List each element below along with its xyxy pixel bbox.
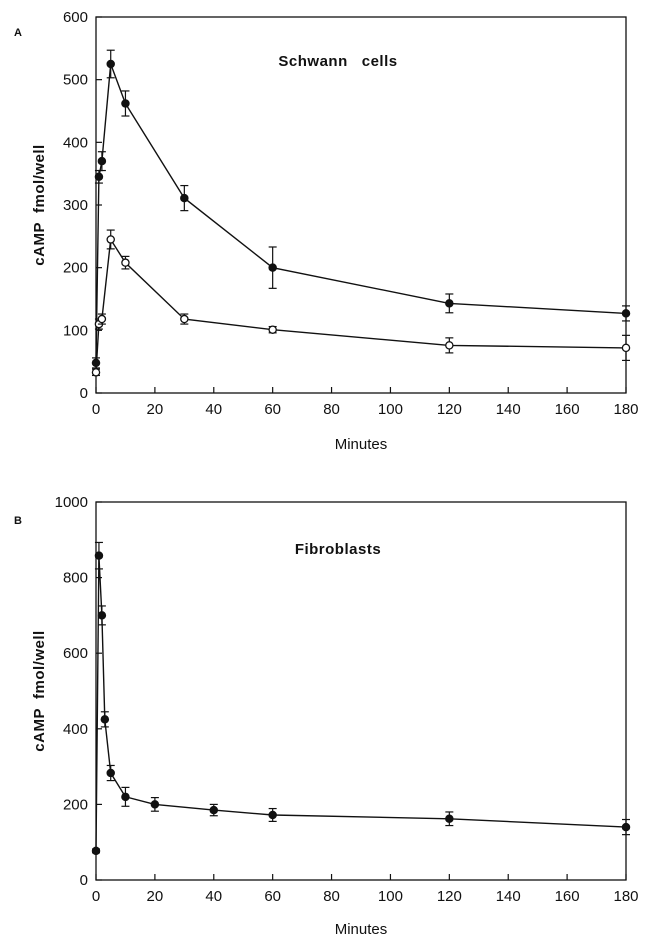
plot-frame bbox=[95, 501, 627, 881]
x-tick-label: 40 bbox=[205, 401, 222, 418]
x-tick-label: 100 bbox=[378, 401, 403, 418]
x-tick-label: 120 bbox=[437, 888, 462, 905]
x-tick-label: 160 bbox=[555, 888, 580, 905]
y-tick-label: 300 bbox=[63, 197, 88, 214]
x-axis-title: Minutes bbox=[335, 921, 388, 938]
series-line bbox=[95, 555, 627, 851]
y-tick-label: 400 bbox=[63, 721, 88, 738]
data-point bbox=[621, 309, 631, 318]
y-tick-label: 0 bbox=[80, 872, 88, 889]
data-point bbox=[94, 551, 104, 560]
x-tick-label: 120 bbox=[437, 401, 462, 418]
data-point bbox=[97, 156, 107, 166]
data-point bbox=[97, 314, 107, 324]
data-point bbox=[106, 768, 115, 778]
data-point bbox=[121, 792, 130, 802]
data-point bbox=[121, 99, 130, 108]
x-tick-label: 40 bbox=[205, 888, 222, 905]
y-axis-title: cAMP fmol/well bbox=[31, 630, 48, 751]
chart-title: Fibroblasts bbox=[295, 541, 381, 558]
x-tick-label: 180 bbox=[613, 401, 638, 418]
chart-title: Schwann cells bbox=[278, 53, 397, 70]
panel-label: A bbox=[14, 27, 22, 39]
data-point bbox=[268, 810, 277, 820]
y-axis-title: cAMP fmol/well bbox=[31, 144, 48, 265]
chart-panel-a: 0 100 200 300 400 500 600 0 20 40 60 80 100 120 140 160… bbox=[14, 9, 639, 453]
series-0 bbox=[91, 49, 631, 369]
x-tick-label: 60 bbox=[264, 401, 281, 418]
x-tick-label: 80 bbox=[323, 401, 340, 418]
x-tick-label: 20 bbox=[147, 401, 164, 418]
chart-panel-b: 0 200 400 600 800 1000 0 20 40 60 80 100 120 140 160 18… bbox=[14, 494, 639, 938]
y-tick-label: 600 bbox=[63, 9, 88, 26]
series-0 bbox=[91, 541, 631, 856]
data-point bbox=[445, 814, 454, 824]
data-point bbox=[268, 263, 277, 272]
x-tick-label: 140 bbox=[496, 888, 521, 905]
series-line bbox=[95, 63, 627, 363]
data-point bbox=[268, 325, 277, 334]
series-1 bbox=[91, 229, 631, 377]
y-tick-label: 400 bbox=[63, 134, 88, 151]
series-line bbox=[95, 237, 627, 373]
y-tick-label: 0 bbox=[80, 385, 88, 402]
x-tick-label: 20 bbox=[147, 888, 164, 905]
data-point bbox=[209, 805, 219, 815]
y-tick-label: 100 bbox=[63, 322, 88, 339]
data-point bbox=[94, 172, 104, 182]
x-tick-label: 0 bbox=[92, 401, 100, 418]
y-tick-label: 1000 bbox=[55, 494, 88, 511]
data-point bbox=[106, 235, 115, 244]
x-axis-title: Minutes bbox=[335, 436, 388, 453]
x-tick-label: 160 bbox=[555, 401, 580, 418]
y-tick-label: 600 bbox=[63, 645, 88, 662]
x-tick-label: 140 bbox=[496, 401, 521, 418]
x-tick-label: 180 bbox=[613, 888, 638, 905]
data-point bbox=[91, 846, 101, 856]
y-tick-label: 800 bbox=[63, 570, 88, 587]
x-tick-label: 60 bbox=[264, 888, 281, 905]
data-point bbox=[150, 800, 160, 809]
data-point bbox=[180, 314, 189, 324]
data-point bbox=[106, 59, 115, 69]
y-tick-label: 200 bbox=[63, 260, 88, 277]
x-tick-label: 0 bbox=[92, 888, 100, 905]
y-tick-label: 200 bbox=[63, 796, 88, 813]
x-tick-label: 100 bbox=[378, 888, 403, 905]
data-point bbox=[121, 258, 130, 267]
data-point bbox=[180, 193, 189, 203]
y-tick-label: 500 bbox=[63, 72, 88, 89]
plot-frame bbox=[95, 16, 627, 394]
data-point bbox=[97, 611, 107, 620]
data-point bbox=[100, 715, 110, 724]
data-point bbox=[445, 299, 454, 308]
data-point bbox=[91, 368, 101, 377]
data-point bbox=[621, 343, 631, 353]
panel-label: B bbox=[14, 515, 22, 527]
data-point bbox=[621, 822, 631, 832]
data-point bbox=[445, 341, 454, 350]
x-tick-label: 80 bbox=[323, 888, 340, 905]
